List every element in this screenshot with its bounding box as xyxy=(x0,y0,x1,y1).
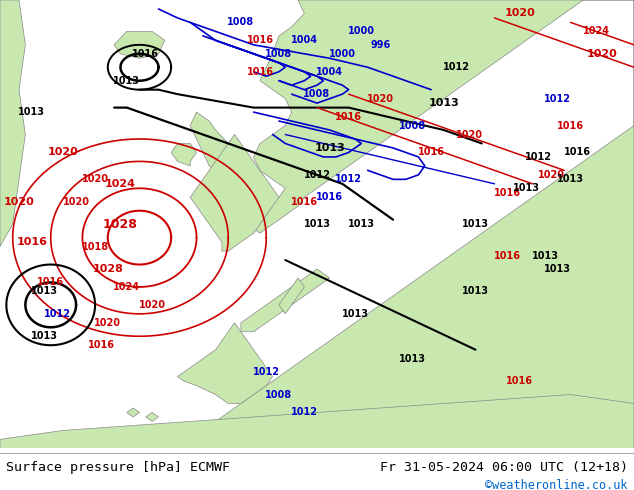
Polygon shape xyxy=(114,31,165,58)
Text: 1020: 1020 xyxy=(587,49,618,59)
Text: 1008: 1008 xyxy=(266,49,292,59)
Text: 1020: 1020 xyxy=(48,147,79,157)
Text: 1016: 1016 xyxy=(557,121,584,130)
Text: 1013: 1013 xyxy=(557,174,584,184)
Text: 1016: 1016 xyxy=(133,49,159,59)
Text: 1013: 1013 xyxy=(304,219,330,229)
Polygon shape xyxy=(171,144,197,166)
Text: 1008: 1008 xyxy=(266,390,292,399)
Polygon shape xyxy=(190,112,235,175)
Text: 1012: 1012 xyxy=(253,367,280,377)
Polygon shape xyxy=(241,269,330,332)
Polygon shape xyxy=(0,394,634,448)
Text: 1016: 1016 xyxy=(247,35,273,46)
Text: 1016: 1016 xyxy=(316,192,343,202)
Text: 1028: 1028 xyxy=(93,264,123,274)
Text: 1013: 1013 xyxy=(342,309,368,319)
Text: 1008: 1008 xyxy=(228,18,254,27)
Text: 1013: 1013 xyxy=(348,219,375,229)
Text: 1012: 1012 xyxy=(443,62,470,72)
Text: 1012: 1012 xyxy=(291,408,318,417)
Text: 1020: 1020 xyxy=(4,197,34,207)
Text: 1013: 1013 xyxy=(31,287,58,296)
Text: 1013: 1013 xyxy=(532,250,559,261)
Polygon shape xyxy=(127,408,139,417)
Text: 1020: 1020 xyxy=(538,170,565,180)
Text: 1008: 1008 xyxy=(304,89,330,99)
Text: 1000: 1000 xyxy=(348,26,375,36)
Text: 1016: 1016 xyxy=(247,67,273,77)
Text: 1013: 1013 xyxy=(113,75,140,86)
Polygon shape xyxy=(279,278,304,314)
Text: 1013: 1013 xyxy=(513,183,540,194)
Text: 1013: 1013 xyxy=(314,143,345,153)
Polygon shape xyxy=(190,135,279,251)
Polygon shape xyxy=(146,413,158,421)
Text: 1016: 1016 xyxy=(37,277,64,288)
Polygon shape xyxy=(178,0,634,448)
Text: 1024: 1024 xyxy=(105,179,136,189)
Text: 1024: 1024 xyxy=(583,26,609,36)
Text: 1013: 1013 xyxy=(545,264,571,274)
Text: 1012: 1012 xyxy=(545,94,571,104)
Text: 1020: 1020 xyxy=(82,174,108,184)
Text: 1020: 1020 xyxy=(139,300,165,310)
Text: 1016: 1016 xyxy=(418,147,444,157)
Text: 1028: 1028 xyxy=(103,218,138,231)
Text: 1016: 1016 xyxy=(564,147,590,157)
Text: 1008: 1008 xyxy=(399,121,425,130)
Text: 1012: 1012 xyxy=(526,152,552,162)
Text: 996: 996 xyxy=(370,40,391,50)
Polygon shape xyxy=(178,323,273,404)
Text: 1016: 1016 xyxy=(16,237,47,247)
Text: 1016: 1016 xyxy=(335,112,362,122)
Text: 1020: 1020 xyxy=(94,318,121,328)
Text: Surface pressure [hPa] ECMWF: Surface pressure [hPa] ECMWF xyxy=(6,461,230,474)
Text: 1016: 1016 xyxy=(88,340,115,350)
Text: 1016: 1016 xyxy=(507,376,533,386)
Text: 1020: 1020 xyxy=(367,94,394,104)
Text: 1013: 1013 xyxy=(31,331,58,341)
Text: 1013: 1013 xyxy=(399,354,425,364)
Text: 1020: 1020 xyxy=(505,8,535,19)
Text: 1012: 1012 xyxy=(44,309,70,319)
Text: 1012: 1012 xyxy=(335,174,362,184)
Text: 1013: 1013 xyxy=(429,98,459,108)
Text: 1013: 1013 xyxy=(18,107,45,117)
Text: 1000: 1000 xyxy=(329,49,356,59)
Text: 1013: 1013 xyxy=(462,287,489,296)
Text: 1012: 1012 xyxy=(304,170,330,180)
Text: 1016: 1016 xyxy=(494,250,521,261)
Text: Fr 31-05-2024 06:00 UTC (12+18): Fr 31-05-2024 06:00 UTC (12+18) xyxy=(380,461,628,474)
Text: 1004: 1004 xyxy=(316,67,343,77)
Polygon shape xyxy=(0,0,25,246)
Text: 1013: 1013 xyxy=(462,219,489,229)
Text: 1020: 1020 xyxy=(63,197,89,207)
Text: 1018: 1018 xyxy=(82,242,108,251)
Text: 1024: 1024 xyxy=(113,282,140,292)
Text: 1004: 1004 xyxy=(291,35,318,46)
Text: ©weatheronline.co.uk: ©weatheronline.co.uk xyxy=(485,479,628,490)
Text: 1016: 1016 xyxy=(291,197,318,207)
Text: 1016: 1016 xyxy=(494,188,521,198)
Text: 1020: 1020 xyxy=(456,129,482,140)
